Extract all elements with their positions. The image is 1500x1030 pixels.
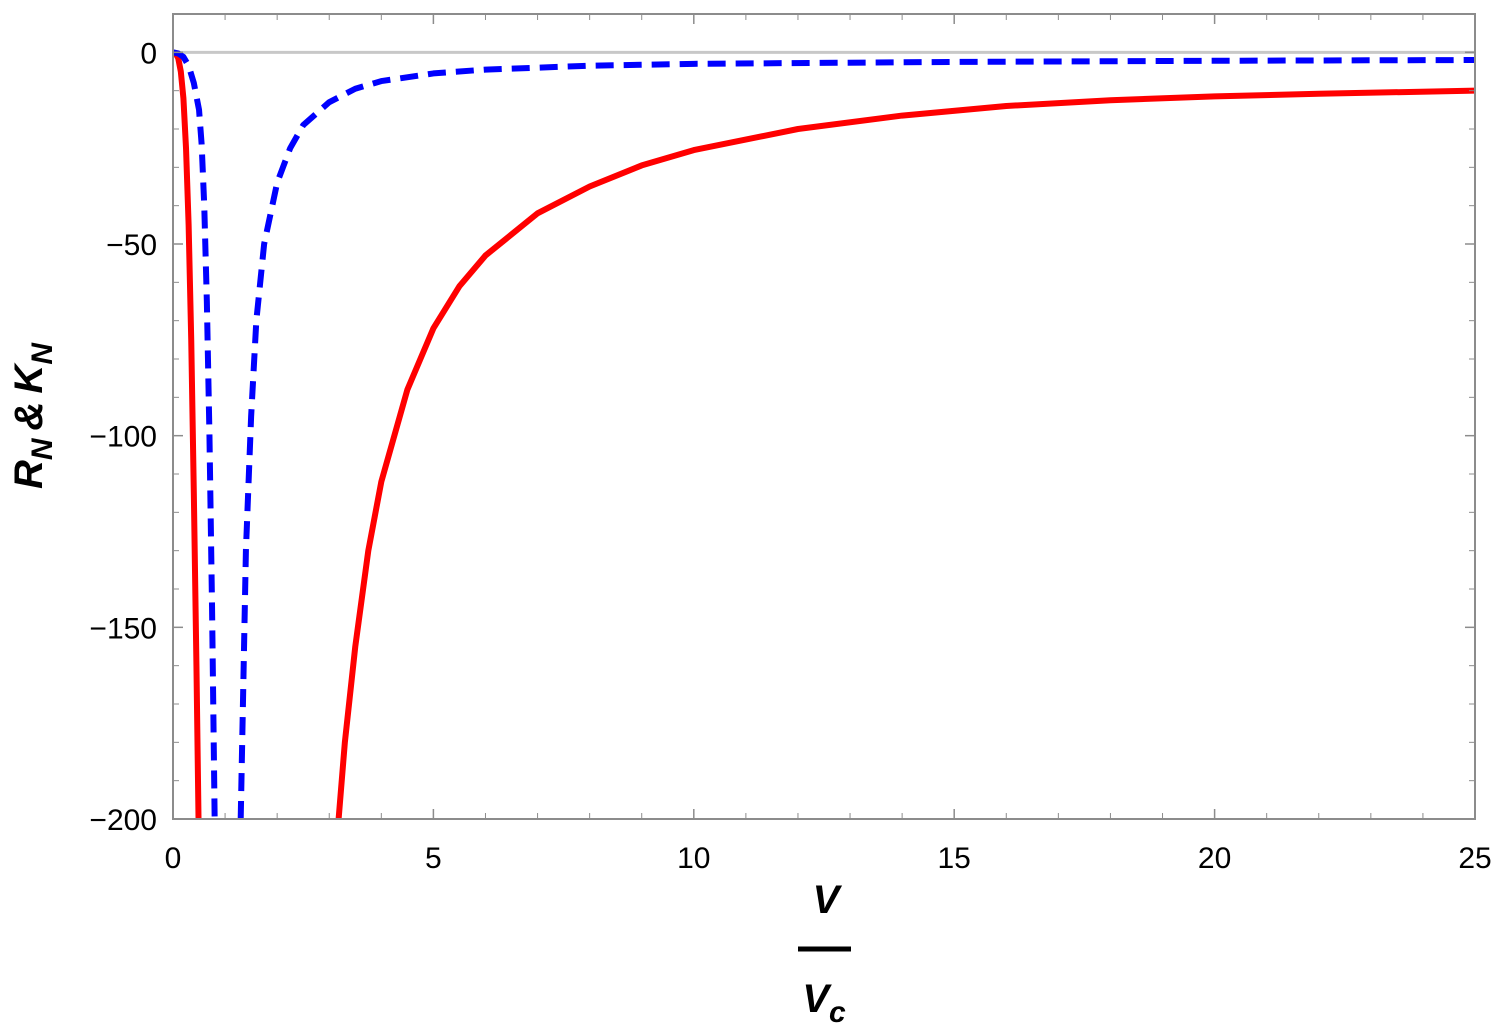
y-axis-title-k-sub: N (26, 342, 59, 365)
y-tick-label: 0 (140, 37, 157, 70)
y-axis-title-amp: & (7, 402, 51, 431)
y-tick-label: −50 (106, 229, 157, 262)
x-tick-label: 5 (425, 842, 442, 875)
x-tick-label: 15 (938, 842, 971, 875)
y-axis-title-text: RN&KN (7, 342, 59, 489)
y-tick-label: −150 (89, 612, 157, 645)
y-axis-title-k: K (7, 362, 51, 394)
y-axis-title: RN&KN (7, 342, 59, 489)
x-axis-title-numerator: V (813, 878, 843, 922)
y-tick-labels: 0 −50 −100 −150 −200 (89, 37, 157, 837)
x-axis-title-denominator-base: V (802, 977, 832, 1021)
x-axis-title-denominator: Vc (802, 977, 846, 1025)
x-axis-title: V Vc (798, 878, 851, 1029)
y-tick-label: −100 (89, 421, 157, 454)
x-tick-label: 25 (1458, 842, 1491, 875)
x-tick-label: 10 (677, 842, 710, 875)
series-line-1 (173, 49, 1475, 819)
y-tick-label: −200 (89, 804, 157, 837)
x-tick-label: 20 (1198, 842, 1231, 875)
x-tick-labels: 0 5 10 15 20 25 (165, 842, 1492, 875)
series-layer (173, 49, 1475, 819)
tick-marks (172, 13, 1476, 820)
series-line-2 (173, 49, 1475, 819)
x-axis-title-denominator-sub: c (829, 996, 846, 1025)
plot-frame (172, 13, 1476, 820)
x-tick-label: 0 (165, 842, 182, 875)
y-axis-title-r: R (7, 460, 51, 489)
y-axis-title-r-sub: N (26, 437, 59, 460)
